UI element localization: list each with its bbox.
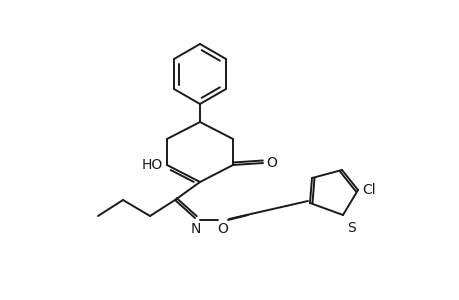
Text: S: S [346, 221, 355, 235]
Text: O: O [217, 222, 228, 236]
Text: N: N [190, 222, 201, 236]
Text: HO: HO [141, 158, 162, 172]
Text: O: O [265, 156, 276, 170]
Text: Cl: Cl [361, 183, 375, 197]
